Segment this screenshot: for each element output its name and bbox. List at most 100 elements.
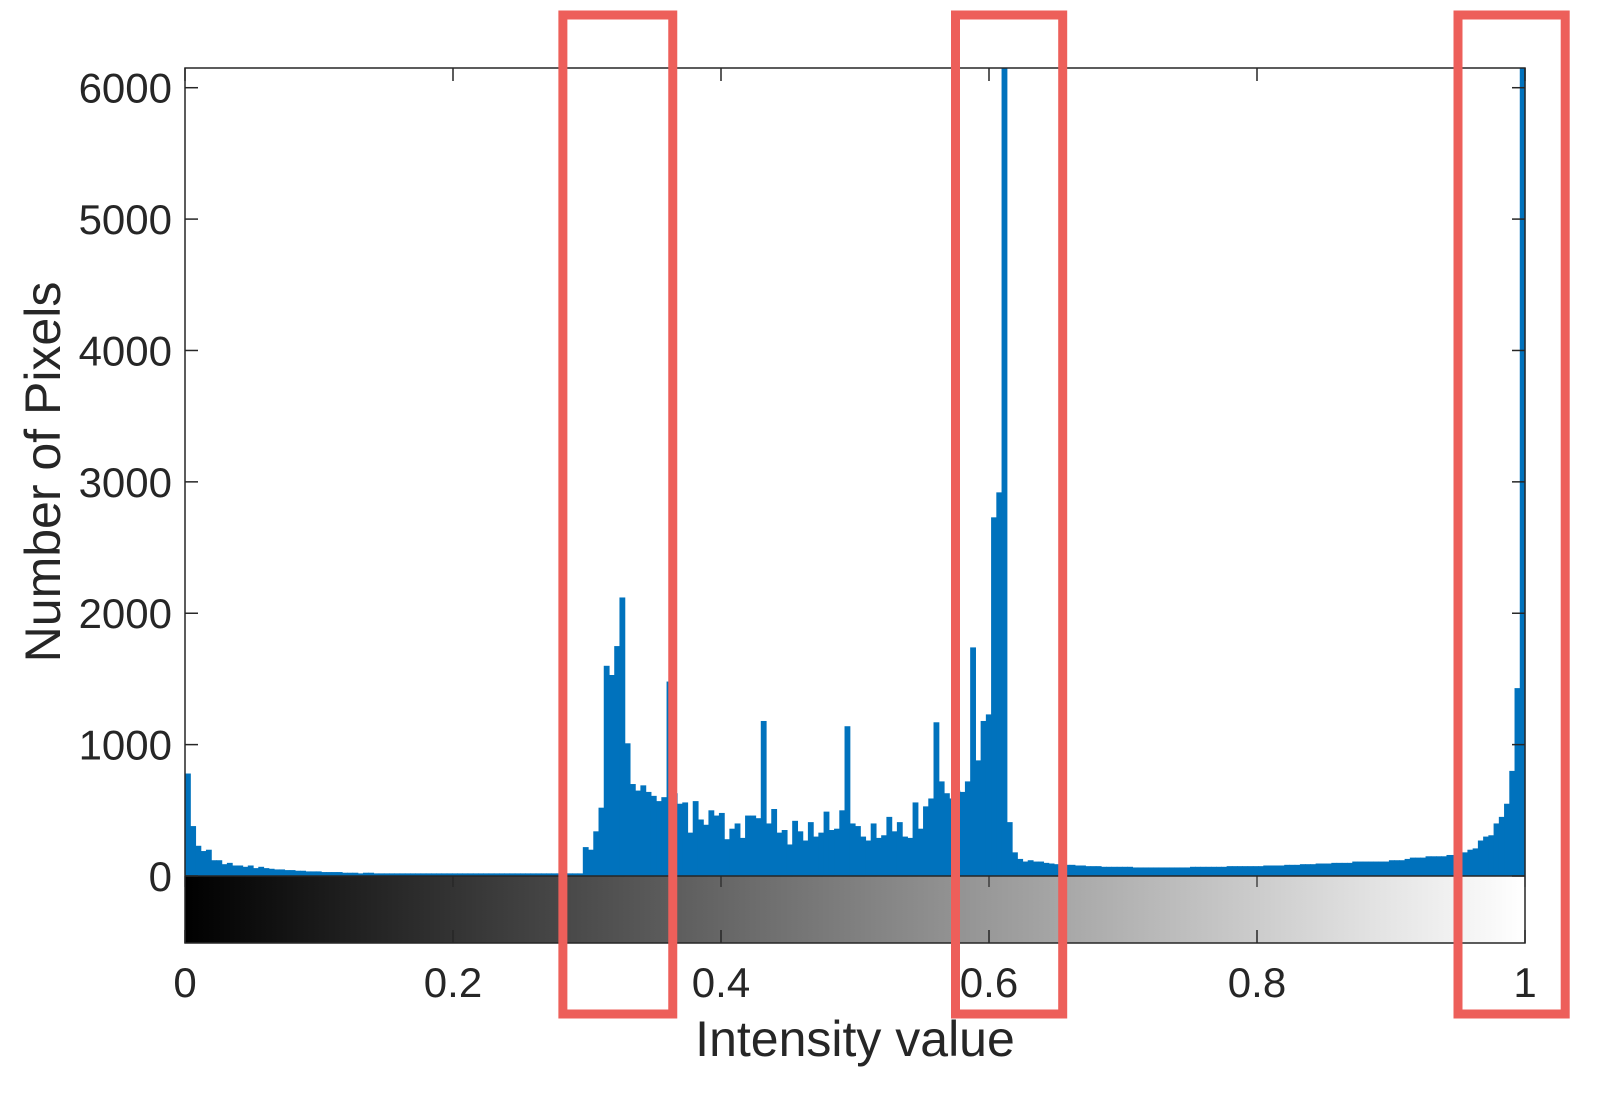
histogram-bar <box>1148 867 1154 876</box>
histogram-bar <box>399 873 406 876</box>
highlight-box <box>558 10 678 1019</box>
histogram-bar <box>373 873 380 876</box>
histogram-bar <box>242 866 249 876</box>
histogram-bar <box>226 862 233 876</box>
histogram-bar <box>478 873 484 876</box>
histogram-bar <box>1409 857 1416 876</box>
histogram-bar <box>807 822 814 876</box>
histogram-bar <box>1043 862 1050 876</box>
y-tick-label: 6000 <box>79 65 172 112</box>
histogram-bar <box>1017 858 1024 876</box>
histogram-bar <box>661 797 668 876</box>
histogram-bar <box>734 823 741 876</box>
histogram-bar <box>792 820 799 876</box>
histogram-bar <box>268 868 275 876</box>
histogram-bar <box>190 826 197 876</box>
histogram-bar <box>1425 856 1432 876</box>
histogram-bar <box>258 866 265 876</box>
histogram-bar <box>760 720 767 876</box>
histogram-bar <box>839 810 846 876</box>
histogram-bar <box>1289 864 1296 876</box>
histogram-bar <box>849 823 856 876</box>
histogram-bar <box>828 830 835 876</box>
histogram-bar <box>865 840 872 876</box>
histogram-bar <box>875 837 882 876</box>
histogram-bar <box>1362 861 1369 876</box>
histogram-bar <box>263 868 270 876</box>
histogram-bar <box>1415 857 1421 876</box>
plot-area <box>185 68 1525 876</box>
histogram-bar <box>1085 866 1092 876</box>
histogram-bar <box>394 873 401 876</box>
histogram-bar <box>300 870 306 876</box>
histogram-bar <box>1205 866 1212 876</box>
histogram-bar <box>928 798 935 876</box>
x-tick-label: 0.6 <box>960 959 1018 1006</box>
histogram-bar <box>221 864 228 876</box>
histogram-bar <box>1399 860 1406 876</box>
histogram-bar <box>362 872 369 876</box>
y-tick-label: 3000 <box>79 459 172 506</box>
histogram-bar <box>1436 856 1442 876</box>
histogram-bar <box>378 873 385 876</box>
histogram-bar <box>1080 865 1086 876</box>
histogram-bar <box>1200 866 1207 876</box>
histogram-bar <box>1195 866 1202 876</box>
histogram-bar <box>1012 852 1018 876</box>
histogram-bar <box>446 873 453 876</box>
histogram-bar <box>682 802 689 876</box>
histogram-bar <box>640 785 647 876</box>
histogram-bar <box>755 818 762 876</box>
histogram-bar <box>483 873 490 876</box>
histogram-bar <box>582 847 589 876</box>
histogram-bar <box>1305 864 1311 876</box>
histogram-bar <box>923 806 929 876</box>
histogram-bar <box>530 873 537 876</box>
histogram-bar <box>645 791 652 876</box>
histogram-bar <box>1514 688 1521 876</box>
histogram-bar <box>933 722 940 876</box>
histogram-bar <box>1326 863 1332 876</box>
histogram-bar <box>635 790 641 876</box>
intensity-colorbar <box>185 876 1525 943</box>
histogram-bar <box>415 873 422 876</box>
histogram-bar <box>708 810 715 876</box>
histogram-bar <box>289 870 296 876</box>
y-tick-label: 4000 <box>79 327 172 374</box>
histogram-bar <box>1111 866 1118 876</box>
histogram-bar <box>488 873 495 876</box>
bars-group <box>185 68 1526 876</box>
histogram-bar <box>1048 863 1055 876</box>
histogram-bar <box>321 872 327 876</box>
histogram-bar <box>404 873 411 876</box>
histogram-bar <box>1053 864 1060 876</box>
histogram-bar <box>823 811 830 876</box>
histogram-bar <box>745 815 751 876</box>
histogram-bar <box>504 873 511 876</box>
histogram-bar <box>279 869 286 876</box>
histogram-bar <box>1153 867 1160 876</box>
histogram-bar <box>1367 861 1374 876</box>
histogram-bar <box>1278 865 1285 876</box>
histogram-bar <box>1336 862 1343 876</box>
histogram-bar <box>1210 866 1217 876</box>
histogram-bar <box>1006 822 1013 876</box>
histogram-bar <box>467 873 474 876</box>
histogram-bar <box>1231 866 1238 876</box>
histogram-bar <box>1252 866 1259 876</box>
histogram-bar <box>546 873 552 876</box>
histogram-bar <box>1001 68 1008 876</box>
histogram-bar <box>1226 866 1233 876</box>
histogram-bar <box>1467 849 1474 876</box>
histogram-bar <box>588 849 594 876</box>
histogram-bar <box>1383 861 1390 876</box>
x-tick-label: 0.8 <box>1228 959 1286 1006</box>
histogram-bar <box>1158 867 1165 876</box>
histogram-bar <box>1069 864 1076 876</box>
histogram-bar <box>1221 866 1228 876</box>
histogram-bar <box>912 802 919 876</box>
highlight-boxes-group <box>558 10 1570 1019</box>
histogram-bar <box>608 674 615 876</box>
histogram-bar <box>781 830 788 876</box>
